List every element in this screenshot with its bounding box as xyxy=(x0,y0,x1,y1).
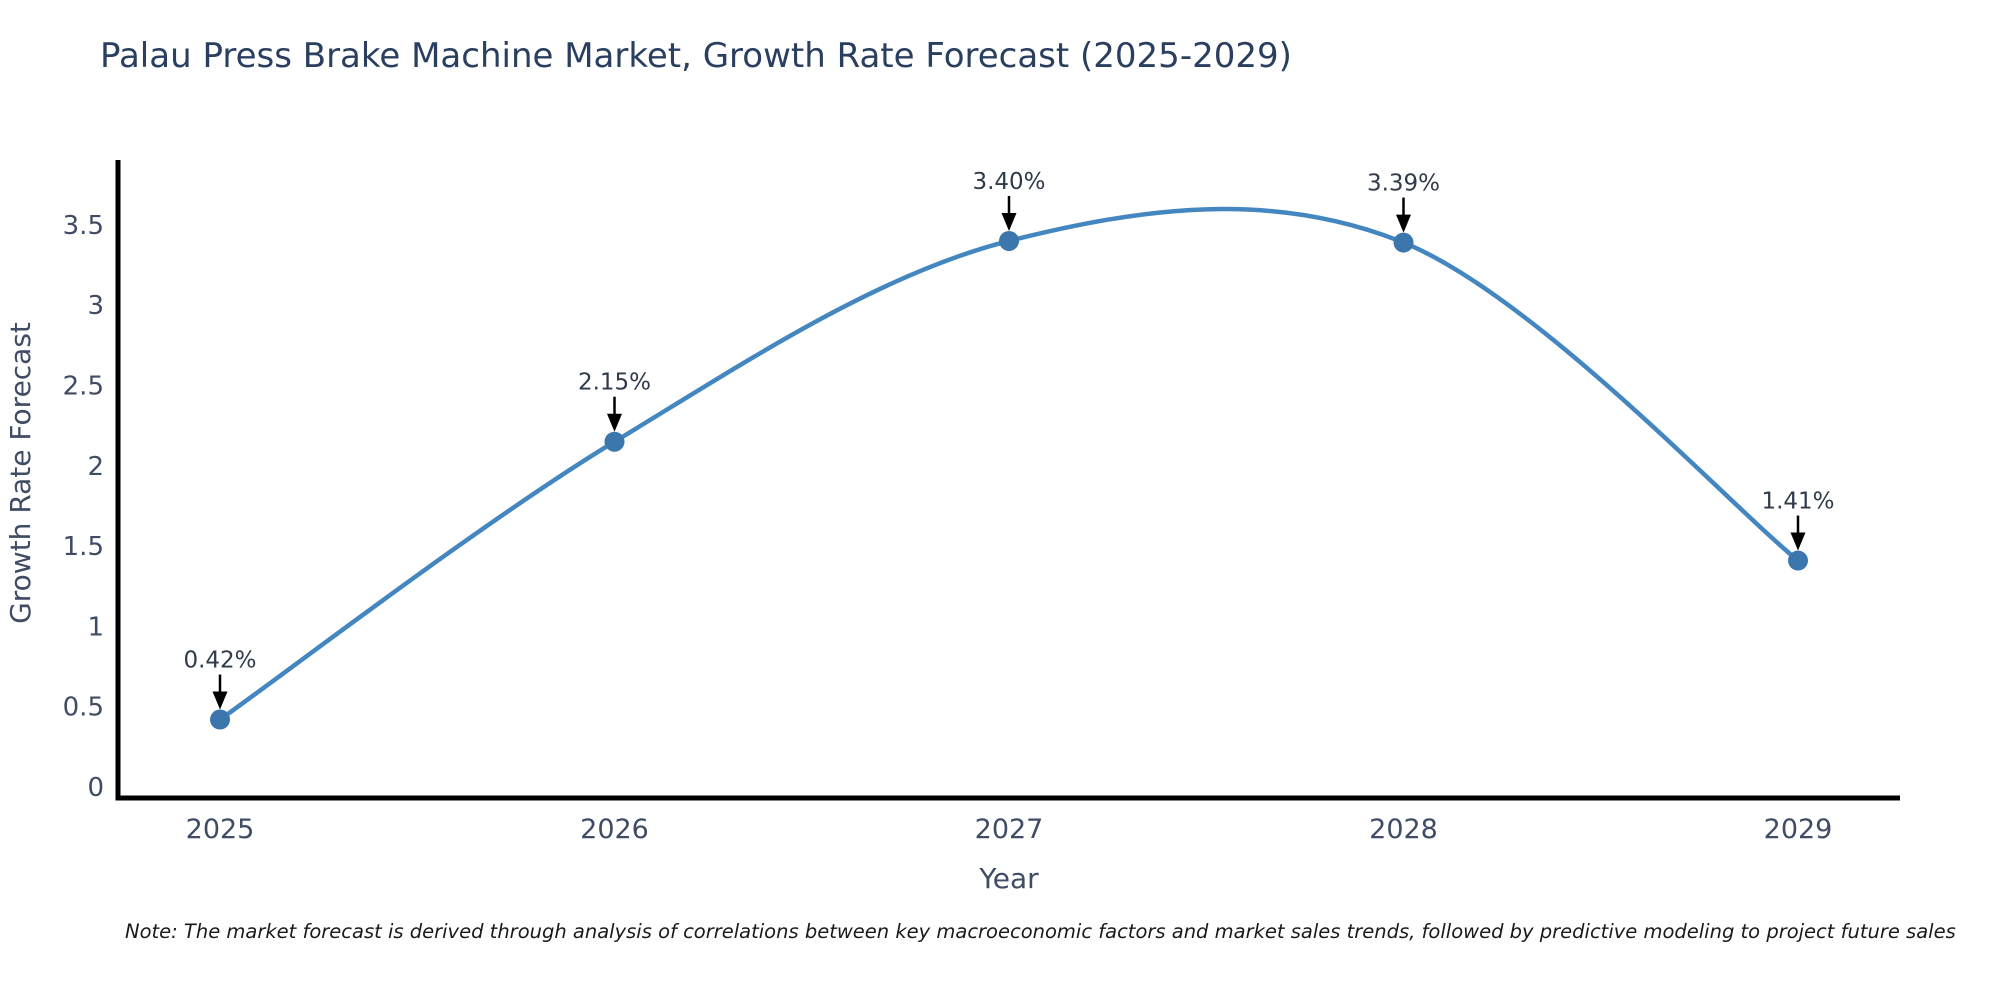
y-axis-title: Growth Rate Forecast xyxy=(4,322,37,624)
forecast-line xyxy=(217,206,1801,722)
data-point-2025 xyxy=(210,709,230,730)
x-tick-label: 2025 xyxy=(186,814,255,845)
chart-title: Palau Press Brake Machine Market, Growth… xyxy=(100,36,1292,76)
y-tick-label: 0 xyxy=(87,773,104,803)
y-tick-label: 3 xyxy=(87,291,104,321)
annotation-arrow-head-2025 xyxy=(212,691,228,710)
annotation-arrow-head-2027 xyxy=(1001,212,1017,231)
annotation-arrow-head-2026 xyxy=(607,413,622,432)
y-tick-label: 1.5 xyxy=(63,532,104,562)
y-tick-label: 1 xyxy=(87,612,104,642)
annotation-arrow-head-2029 xyxy=(1790,532,1806,551)
x-tick-label: 2028 xyxy=(1369,814,1438,845)
annotation-label-2025: 0.42% xyxy=(183,648,256,674)
y-tick-label: 2 xyxy=(87,452,104,482)
data-point-2029 xyxy=(1788,550,1808,571)
x-axis-spine xyxy=(115,795,1900,801)
x-tick-label: 2026 xyxy=(580,814,649,845)
data-point-2026 xyxy=(604,431,625,452)
annotation-label-2029: 1.41% xyxy=(1761,489,1834,515)
annotation-arrow-head-2028 xyxy=(1396,214,1411,233)
annotation-label-2026: 2.15% xyxy=(578,370,651,396)
x-tick-label: 2027 xyxy=(975,814,1044,845)
y-tick-label: 0.5 xyxy=(63,693,104,723)
annotation-label-2027: 3.40% xyxy=(972,169,1045,195)
data-point-2028 xyxy=(1393,232,1414,253)
y-tick-label: 3.5 xyxy=(63,211,104,241)
x-tick-label: 2029 xyxy=(1764,814,1833,845)
x-axis-title: Year xyxy=(978,862,1039,895)
annotation-label-2028: 3.39% xyxy=(1367,171,1440,197)
y-axis-spine xyxy=(115,160,121,801)
y-tick-label: 2.5 xyxy=(63,372,104,402)
data-point-2027 xyxy=(999,230,1019,251)
footnote-text: Note: The market forecast is derived thr… xyxy=(125,920,1956,943)
